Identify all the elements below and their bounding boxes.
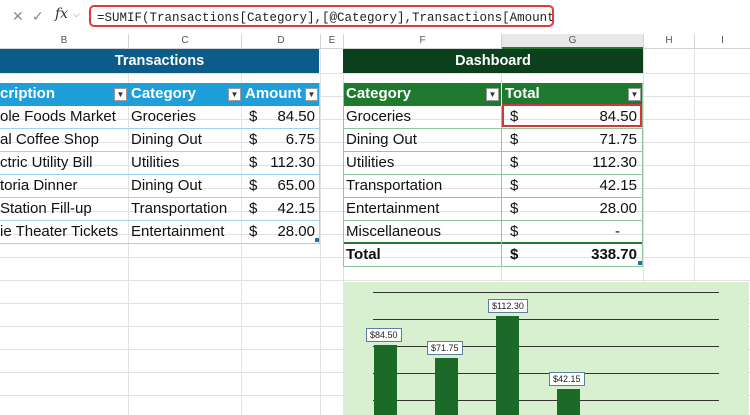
transaction-description[interactable]: Station Fill-up — [0, 200, 92, 217]
currency-symbol: $ — [510, 154, 519, 171]
filter-dropdown-icon[interactable]: ▼ — [114, 88, 127, 101]
filter-dropdown-icon[interactable]: ▼ — [228, 88, 241, 101]
transaction-category[interactable]: Groceries — [131, 108, 197, 125]
transaction-description[interactable]: toria Dinner — [0, 177, 78, 194]
dashboard-total[interactable]: 28.00 — [599, 200, 637, 217]
close-icon[interactable]: ✕ — [12, 8, 24, 24]
header-dashboard-total[interactable]: Total — [505, 83, 605, 105]
column-header-d[interactable]: D — [277, 35, 285, 46]
dashboard-category[interactable]: Entertainment — [346, 200, 440, 217]
column-header-e[interactable]: E — [328, 35, 336, 46]
chart-bar[interactable] — [374, 344, 397, 415]
column-header-g[interactable]: G — [502, 34, 643, 48]
currency-symbol: $ — [510, 246, 519, 263]
chart-data-label: $84.50 — [366, 327, 402, 342]
totals-bar-chart[interactable]: $84.50 $71.75 $112.30 $42.15 — [343, 282, 749, 415]
header-description[interactable]: cription — [0, 83, 112, 105]
dashboard-total[interactable]: 71.75 — [599, 131, 637, 148]
column-header-strip: B C D E F G H I — [0, 34, 750, 49]
dashboard-total[interactable]: - — [615, 223, 620, 240]
check-icon[interactable]: ✓ — [32, 8, 44, 24]
filter-dropdown-icon[interactable]: ▼ — [305, 88, 318, 101]
chart-data-label: $42.15 — [549, 371, 585, 386]
transaction-description[interactable]: ie Theater Tickets — [0, 223, 119, 240]
transaction-amount[interactable]: 28.00 — [277, 223, 315, 240]
currency-symbol: $ — [249, 154, 258, 171]
table-resize-handle[interactable] — [315, 238, 319, 242]
currency-symbol: $ — [510, 200, 519, 217]
transaction-category[interactable]: Transportation — [131, 200, 228, 217]
dashboard-category[interactable]: Dining Out — [346, 131, 417, 148]
currency-symbol: $ — [249, 131, 258, 148]
grand-total-value[interactable]: 338.70 — [591, 246, 637, 263]
transaction-category[interactable]: Dining Out — [131, 177, 202, 194]
currency-symbol: $ — [249, 177, 258, 194]
currency-symbol: $ — [510, 131, 519, 148]
currency-symbol: $ — [249, 200, 258, 217]
header-category[interactable]: Category — [131, 83, 226, 105]
column-header-f[interactable]: F — [419, 35, 426, 46]
currency-symbol: $ — [249, 108, 258, 125]
column-header-i[interactable]: I — [721, 35, 724, 46]
table-resize-handle[interactable] — [638, 261, 642, 265]
header-dashboard-category[interactable]: Category — [346, 83, 481, 105]
currency-symbol: $ — [510, 223, 519, 240]
chart-bar[interactable] — [435, 358, 458, 415]
active-cell-selection[interactable] — [502, 104, 642, 127]
header-amount[interactable]: Amount — [245, 83, 303, 105]
filter-dropdown-icon[interactable]: ▼ — [628, 88, 641, 101]
dashboard-title: Dashboard — [343, 49, 643, 73]
chart-data-label: $71.75 — [427, 341, 463, 356]
chart-data-label: $112.30 — [488, 299, 528, 314]
dashboard-category[interactable]: Miscellaneous — [346, 223, 442, 240]
dashboard-total[interactable]: 112.30 — [592, 154, 637, 171]
dashboard-category[interactable]: Groceries — [346, 108, 412, 125]
transaction-amount[interactable]: 65.00 — [277, 177, 315, 194]
chart-bar[interactable] — [496, 316, 519, 415]
currency-symbol: $ — [510, 108, 519, 125]
selected-column-indicator — [502, 47, 643, 49]
transaction-amount[interactable]: 6.75 — [285, 131, 315, 148]
transaction-description[interactable]: al Coffee Shop — [0, 131, 99, 148]
filter-dropdown-icon[interactable]: ▼ — [486, 88, 499, 101]
total-row-label: Total — [346, 246, 381, 263]
transaction-category[interactable]: Utilities — [131, 154, 180, 171]
transaction-amount[interactable]: 84.50 — [277, 108, 315, 125]
dashboard-category[interactable]: Transportation — [346, 177, 443, 194]
transaction-amount[interactable]: 42.15 — [277, 200, 315, 217]
chevron-down-icon[interactable]: ⌵ — [73, 9, 80, 19]
chart-bar[interactable] — [557, 388, 580, 415]
dashboard-category[interactable]: Utilities — [346, 154, 395, 171]
column-header-b[interactable]: B — [60, 35, 68, 46]
formula-bar: ✕ ✓ fx ⌵ =SUMIF(Transactions[Category],[… — [0, 0, 750, 35]
transaction-description[interactable]: ole Foods Market — [0, 108, 116, 125]
transaction-category[interactable]: Entertainment — [131, 223, 225, 240]
formula-input[interactable]: =SUMIF(Transactions[Category],[@Category… — [89, 5, 554, 27]
transactions-title: Transactions — [0, 49, 319, 73]
fx-button[interactable]: fx — [55, 6, 69, 22]
transaction-amount[interactable]: 112.30 — [270, 154, 315, 171]
dashboard-total[interactable]: 42.15 — [599, 177, 637, 194]
column-header-c[interactable]: C — [181, 35, 189, 46]
transaction-category[interactable]: Dining Out — [131, 131, 202, 148]
currency-symbol: $ — [510, 177, 519, 194]
currency-symbol: $ — [249, 223, 258, 240]
transaction-description[interactable]: ctric Utility Bill — [0, 154, 93, 171]
dashboard-total[interactable]: 84.50 — [599, 108, 637, 125]
column-header-h[interactable]: H — [665, 35, 673, 46]
